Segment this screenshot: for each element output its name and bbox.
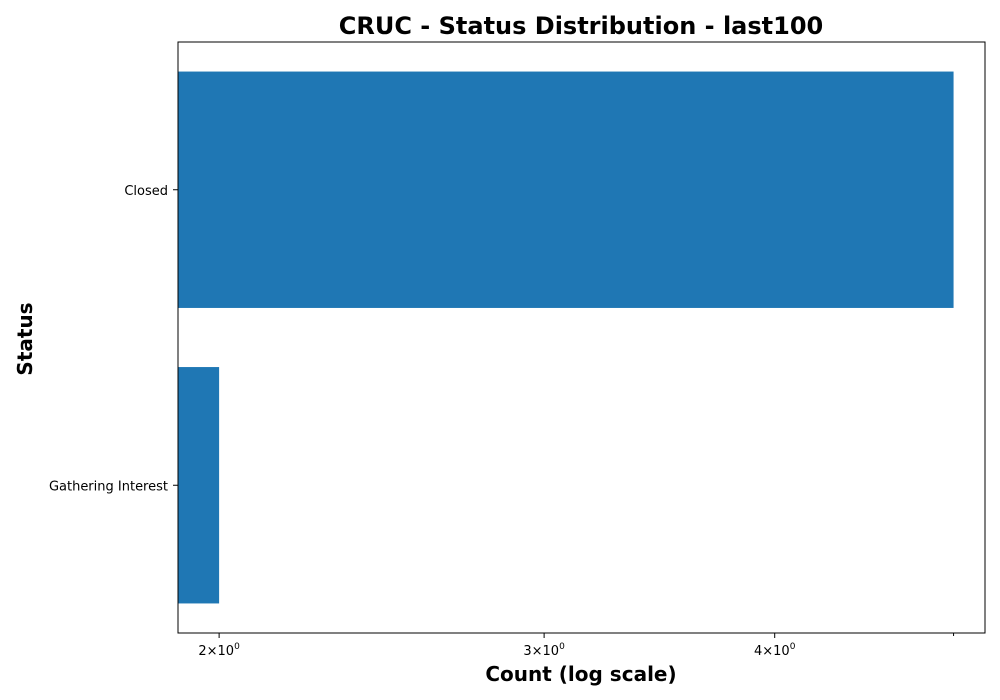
bar (178, 367, 220, 604)
bar (178, 71, 954, 308)
x-axis-label: Count (log scale) (485, 662, 676, 686)
x-tick-label: 3×100 (523, 642, 565, 659)
y-tick-label: Closed (124, 184, 168, 199)
y-axis-ticks: Closed Gathering Interest (49, 184, 178, 494)
x-tick-label: 2×100 (198, 642, 240, 659)
x-axis-ticks: 2×100 3×100 4×100 (198, 633, 955, 659)
y-axis-label: Status (13, 302, 37, 375)
x-tick-label: 4×100 (754, 642, 796, 659)
y-tick-label: Gathering Interest (49, 479, 168, 494)
plot-frame (177, 41, 986, 634)
chart-title: CRUC - Status Distribution - last100 (339, 12, 823, 40)
bar-group (178, 71, 954, 604)
